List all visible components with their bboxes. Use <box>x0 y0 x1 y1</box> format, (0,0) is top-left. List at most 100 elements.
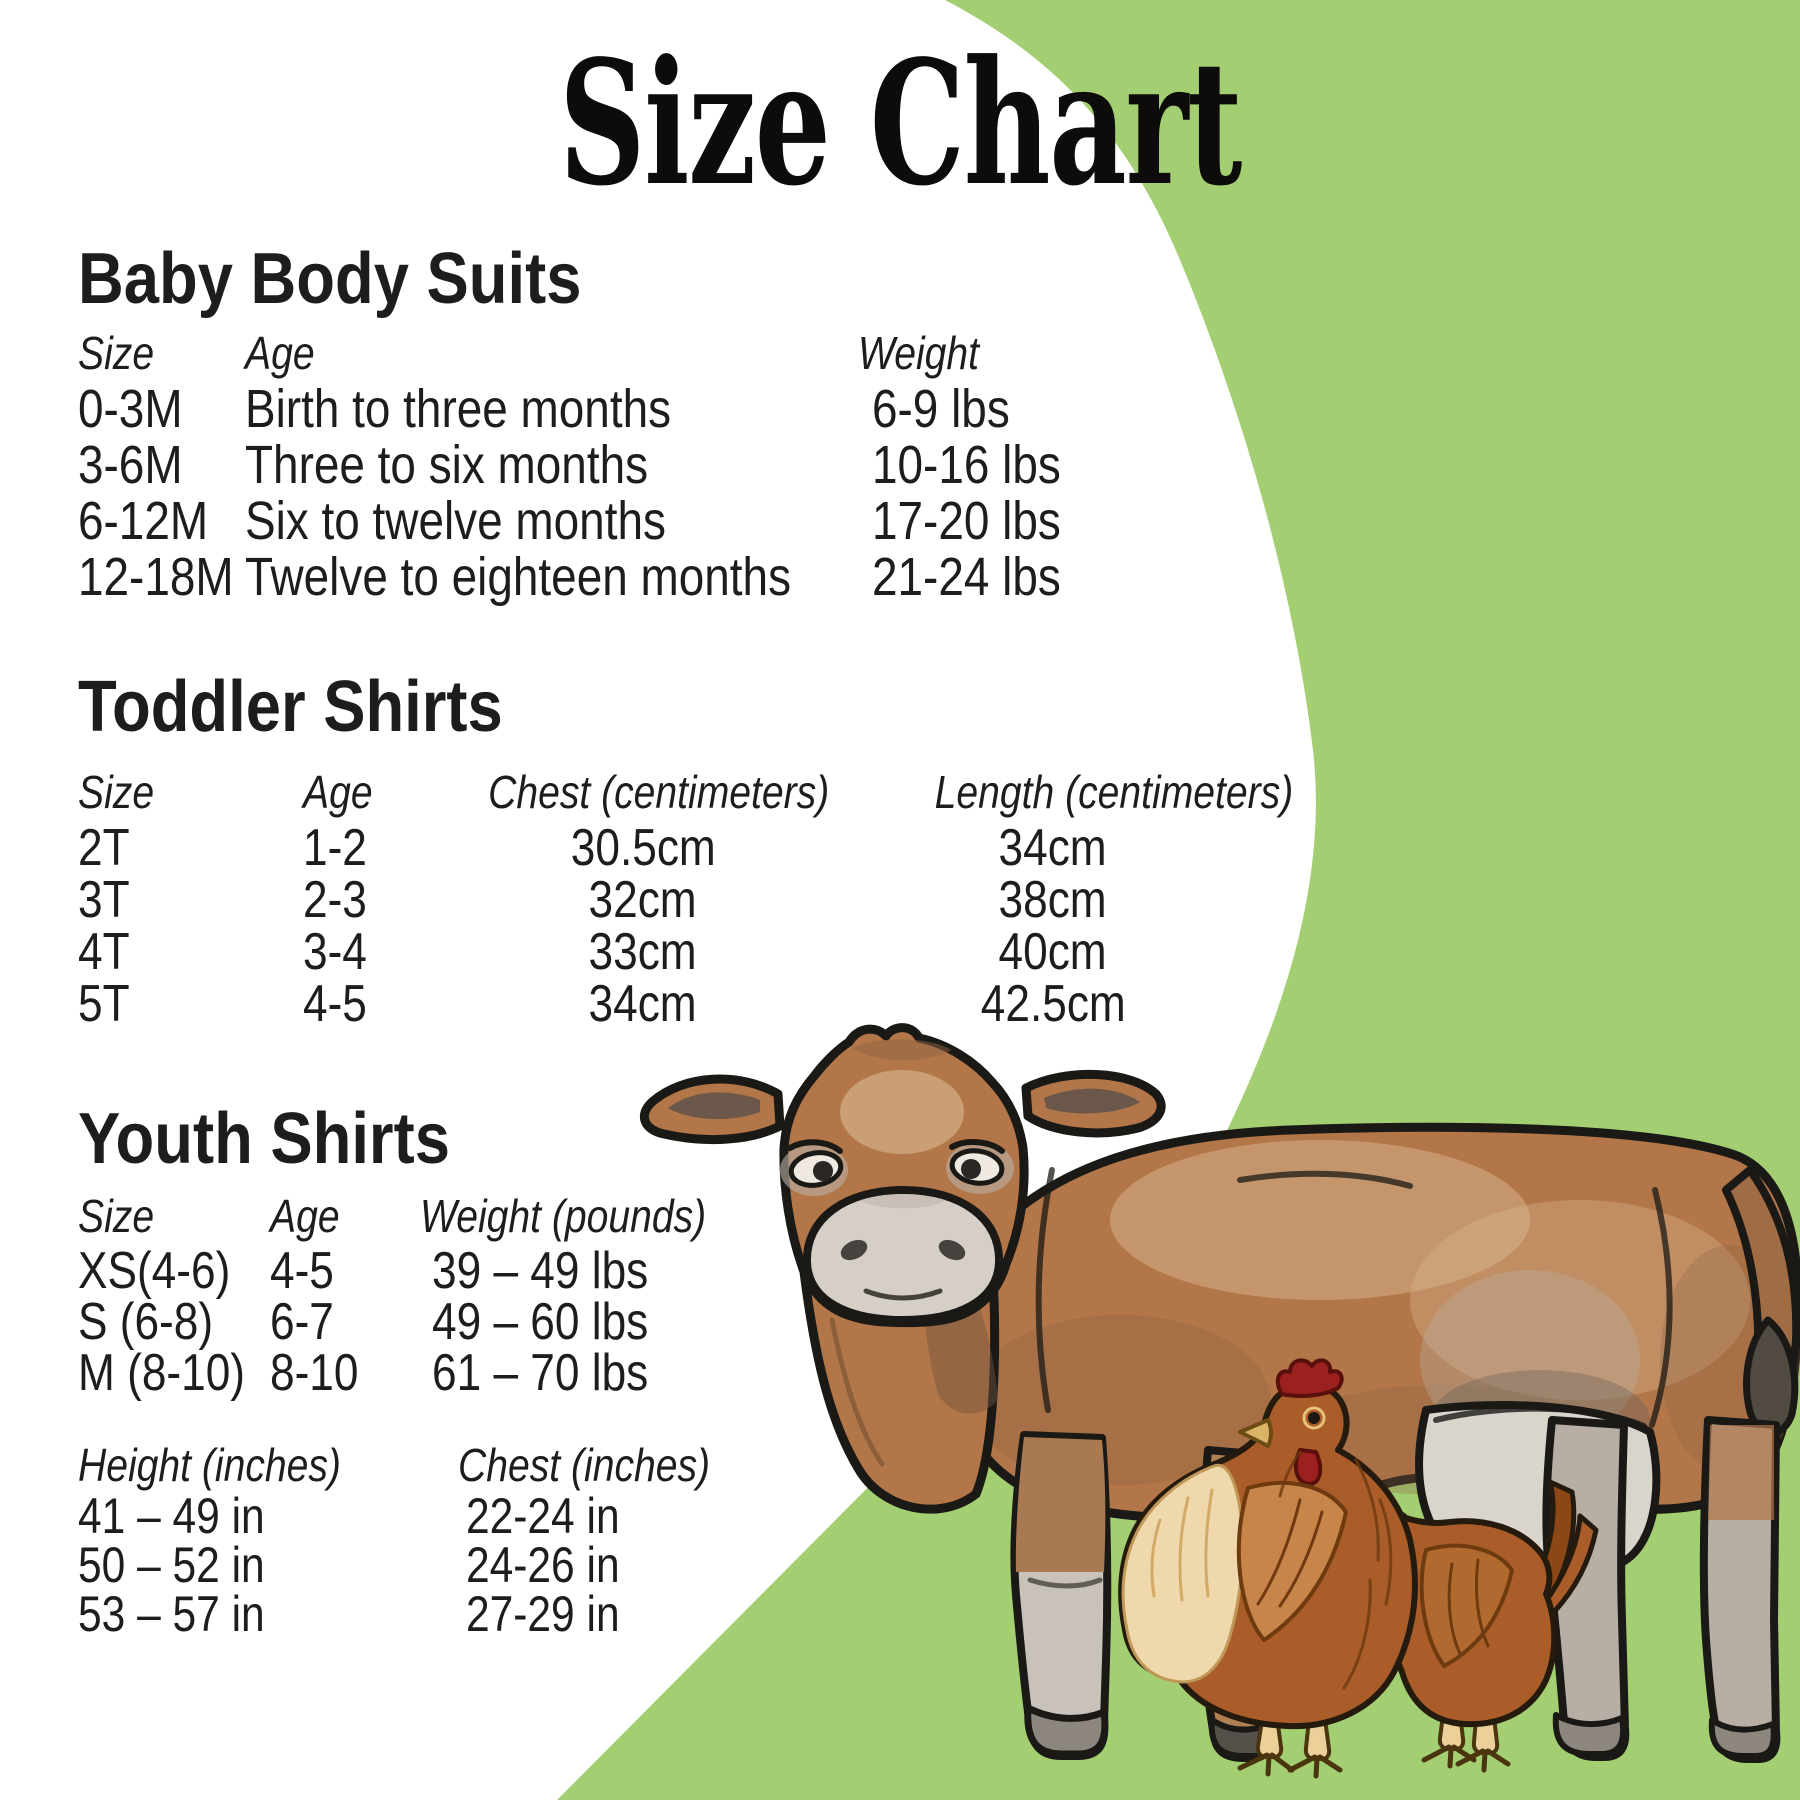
cow-hoof <box>1552 1712 1626 1757</box>
table-cell: 17-20 lbs <box>872 491 1061 551</box>
youth-size-table: Size Age Weight (pounds) XS(4-6) 4-5 39 … <box>78 1187 750 1399</box>
column-header: Chest (centimeters) <box>488 766 830 818</box>
table-cell: 3T <box>78 871 130 929</box>
column-header: Size <box>78 766 155 818</box>
table-cell: 34cm <box>588 975 698 1033</box>
cow-nostril <box>938 1239 966 1261</box>
hen-small-foot <box>1421 1744 1477 1769</box>
table-cell: Three to six months <box>245 435 649 495</box>
table-cell: 6-9 lbs <box>872 379 1010 439</box>
cow-nostril <box>840 1239 868 1261</box>
table-cell: 3-4 <box>303 923 367 981</box>
column-header: Age <box>245 327 315 379</box>
table-cell: 4-5 <box>303 975 367 1033</box>
table-cell: Twelve to eighteen months <box>245 547 792 607</box>
cow-left-eye-pupil <box>813 1161 833 1181</box>
cow-right-ear-inner <box>1044 1088 1140 1114</box>
hen-large <box>1118 1358 1418 1779</box>
table-cell: M (8-10) <box>78 1344 246 1402</box>
hen-large-eye-ring <box>1302 1406 1326 1430</box>
hen-large-beak <box>1238 1418 1273 1448</box>
table-cell: Birth to three months <box>245 379 672 439</box>
hen-large-foot <box>1237 1752 1295 1777</box>
column-header: Chest (inches) <box>458 1439 711 1491</box>
cow-shading <box>1110 1140 1530 1300</box>
column-header: Weight (pounds) <box>420 1190 707 1242</box>
cow-sketch-lines <box>1035 1167 1673 1428</box>
table-cell: 39 – 49 lbs <box>432 1242 649 1300</box>
cow-hind-leg-far-upper <box>1708 1425 1774 1520</box>
hen-large-breast <box>1121 1463 1245 1684</box>
table-cell: 0-3M <box>78 379 183 439</box>
cow-left-ear-inner <box>668 1092 760 1120</box>
table-cell: 53 – 57 in <box>78 1586 265 1642</box>
hen-small-foot <box>1455 1748 1511 1773</box>
cow-and-chickens-illustration <box>639 1023 1800 1779</box>
table-cell: 2-3 <box>303 871 367 929</box>
column-header: Weight <box>858 327 979 379</box>
table-cell: 49 – 60 lbs <box>432 1293 649 1351</box>
column-header: Height (inches) <box>78 1439 341 1491</box>
cow-illustration <box>639 1023 1800 1763</box>
hen-large-fluff-lines <box>1150 1488 1214 1602</box>
column-header: Length (centimeters) <box>934 766 1294 818</box>
cow-front-leg-upper <box>1015 1437 1106 1572</box>
column-header: Age <box>303 766 373 818</box>
table-cell: XS(4-6) <box>78 1242 231 1300</box>
cow-mouth <box>863 1288 943 1301</box>
table-cell: 21-24 lbs <box>872 547 1061 607</box>
cow-hoof <box>1708 1717 1777 1759</box>
hen-large-foot <box>1287 1754 1343 1779</box>
table-cell: 10-16 lbs <box>872 435 1061 495</box>
table-cell: 6-12M <box>78 491 209 551</box>
table-cell: 30.5cm <box>570 819 716 877</box>
column-header: Size <box>78 1190 155 1242</box>
toddler-section-heading: Toddler Shirts <box>78 671 561 743</box>
table-cell: 5T <box>78 975 130 1033</box>
cow-left-brow <box>787 1139 843 1154</box>
hen-large-feather-lines <box>1256 1498 1324 1608</box>
column-header: Size <box>78 327 155 379</box>
page-title: Size Chart <box>559 23 1242 224</box>
baby-section-heading: Baby Body Suits <box>78 243 650 315</box>
cow-forehead-patch <box>840 1070 964 1154</box>
table-cell: 4-5 <box>270 1242 334 1300</box>
youth-section-heading-label: Youth Shirts <box>78 1099 450 1179</box>
baby-section-heading-label: Baby Body Suits <box>78 239 582 319</box>
table-cell: 3-6M <box>78 435 183 495</box>
table-cell: 1-2 <box>303 819 367 877</box>
table-cell: 24-26 in <box>466 1537 620 1593</box>
cow-right-eye-pupil <box>961 1159 981 1179</box>
baby-size-table: Size Age Weight 0-3M Birth to three mont… <box>78 325 1094 605</box>
cow-muzzle <box>802 1186 1004 1324</box>
table-cell: 27-29 in <box>466 1586 620 1642</box>
table-cell: 4T <box>78 923 130 981</box>
table-cell: 22-24 in <box>466 1488 620 1544</box>
table-cell: 6-7 <box>270 1293 334 1351</box>
cow-right-brow <box>949 1139 1005 1154</box>
table-cell: 32cm <box>588 871 698 929</box>
table-cell: 61 – 70 lbs <box>432 1344 649 1402</box>
table-cell: 8-10 <box>270 1344 359 1402</box>
table-cell: 34cm <box>998 819 1108 877</box>
table-cell: 33cm <box>588 923 698 981</box>
hen-large-wattle <box>1293 1448 1323 1486</box>
table-cell: 41 – 49 in <box>78 1488 265 1544</box>
youth-measurements-table: Height (inches) Chest (inches) 41 – 49 i… <box>78 1438 798 1639</box>
table-cell: 50 – 52 in <box>78 1537 265 1593</box>
column-header: Age <box>270 1190 340 1242</box>
cow-udder-crease <box>1433 1405 1647 1429</box>
hen-large-eye <box>1308 1412 1320 1424</box>
table-cell: 40cm <box>998 923 1108 981</box>
cow-hoof <box>1024 1704 1109 1758</box>
cow-dewlap-line <box>829 1317 885 1467</box>
table-cell: S (6-8) <box>78 1293 214 1351</box>
table-cell: Six to twelve months <box>245 491 666 551</box>
youth-section-heading: Youth Shirts <box>78 1103 501 1175</box>
cow-poll-shading <box>852 1039 952 1061</box>
hen-small-tail-feather <box>1541 1513 1599 1615</box>
cow-muzzle-shading <box>860 1194 946 1209</box>
toddler-section-heading-label: Toddler Shirts <box>78 667 503 747</box>
hen-small-feather-lines <box>1447 1558 1490 1656</box>
